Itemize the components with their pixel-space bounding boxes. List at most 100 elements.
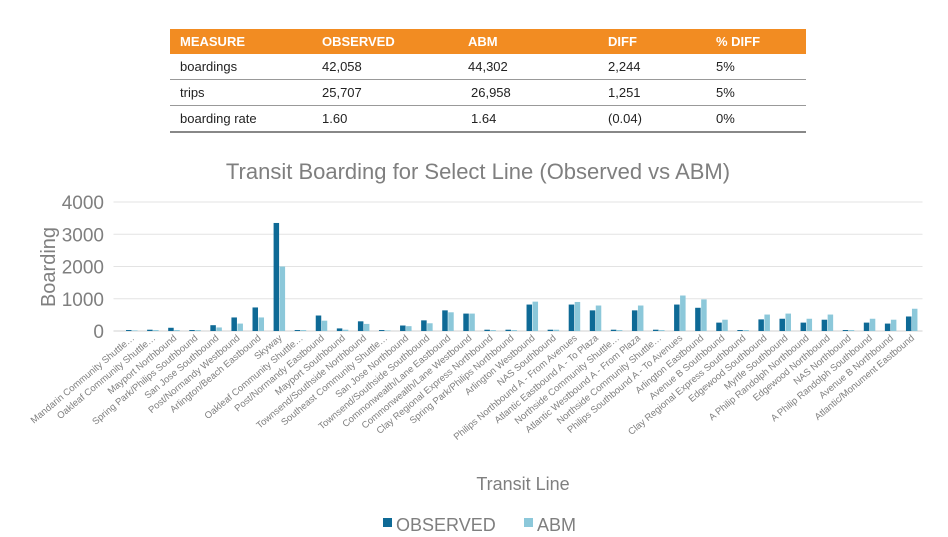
cell: trips <box>170 79 312 106</box>
bar-observed <box>463 313 469 331</box>
bar-abm <box>701 299 707 331</box>
bar-observed <box>547 329 554 331</box>
bar-abm <box>237 323 243 331</box>
bar-abm <box>764 314 770 331</box>
bar-abm <box>490 330 496 331</box>
y-tick-label: 1000 <box>62 290 104 311</box>
bar-observed <box>484 329 490 331</box>
bar-observed <box>821 319 828 331</box>
bar-observed <box>716 322 722 331</box>
bar-observed <box>884 323 891 331</box>
bar-observed <box>336 328 343 331</box>
bar-observed <box>653 329 659 331</box>
bar-abm <box>595 305 602 331</box>
bar-abm <box>174 330 180 331</box>
bar-observed <box>842 330 849 331</box>
bar-abm <box>574 301 581 331</box>
header-cell: ABM <box>458 29 598 54</box>
bar-abm <box>890 319 897 331</box>
boarding-chart: Transit Boarding for Select Line (Observ… <box>29 159 923 535</box>
bar-abm <box>785 313 791 331</box>
bar-abm <box>448 312 454 331</box>
cell: 1.60 <box>312 105 458 133</box>
cell: 26,958 <box>458 79 598 106</box>
bar-observed <box>905 316 912 331</box>
bar-observed <box>442 310 448 331</box>
bar-abm <box>279 266 286 331</box>
cell: 5% <box>706 54 806 80</box>
bar-abm <box>511 330 517 331</box>
bar-observed <box>526 304 533 331</box>
table-row: boarding rate 1.60 1.64 (0.04) 0% <box>170 105 806 133</box>
legend-swatch-observed <box>383 518 392 527</box>
bar-observed <box>147 329 153 331</box>
bar-abm <box>363 323 370 331</box>
bar-abm <box>427 323 433 331</box>
legend: OBSERVED ABM <box>383 515 576 535</box>
bar-observed <box>400 325 406 331</box>
x-axis-title: Transit Line <box>476 474 569 494</box>
bar-abm <box>869 318 876 331</box>
bar-abm <box>848 330 855 331</box>
legend-label-abm: ABM <box>537 515 576 535</box>
cell: 44,302 <box>458 54 598 80</box>
bar-abm <box>153 330 159 331</box>
bar-observed <box>168 327 174 331</box>
bar-observed <box>252 307 259 331</box>
bar-abm <box>406 326 412 331</box>
bar-abm <box>659 330 665 331</box>
cell: 25,707 <box>312 79 458 106</box>
bar-observed <box>800 322 807 331</box>
bar-observed <box>273 222 280 331</box>
cell: 2,244 <box>598 54 706 80</box>
y-tick-label: 4000 <box>62 193 104 214</box>
bar-observed <box>758 319 764 331</box>
bar-abm <box>195 330 201 331</box>
bar-abm <box>384 330 391 331</box>
table-row: boardings 42,058 44,302 2,244 5% <box>170 54 806 80</box>
bar-observed <box>631 310 638 331</box>
y-axis-title: Boarding <box>38 227 60 307</box>
bar-observed <box>210 325 216 331</box>
bar-abm <box>680 295 686 331</box>
summary-table: MEASURE OBSERVED ABM DIFF % DIFF boardin… <box>170 29 806 133</box>
bar-observed <box>568 304 575 331</box>
cell: 1,251 <box>598 79 706 106</box>
header-cell: MEASURE <box>170 29 312 54</box>
header-cell: % DIFF <box>706 29 806 54</box>
legend-label-observed: OBSERVED <box>396 515 496 535</box>
bar-abm <box>616 330 623 331</box>
bar-abm <box>743 330 749 331</box>
chart-title: Transit Boarding for Select Line (Observ… <box>226 159 730 184</box>
header-cell: DIFF <box>598 29 706 54</box>
bar-abm <box>321 320 328 331</box>
bar-abm <box>258 317 265 331</box>
cell: (0.04) <box>598 105 706 133</box>
cell: boarding rate <box>170 105 312 133</box>
bar-abm <box>132 330 138 331</box>
bar-abm <box>469 313 475 331</box>
bar-observed <box>357 321 364 331</box>
bar-observed <box>189 330 195 331</box>
bar-observed <box>779 318 785 331</box>
cell: 42,058 <box>312 54 458 80</box>
bar-abm <box>806 318 813 331</box>
table-row: trips 25,707 26,958 1,251 5% <box>170 79 806 106</box>
bar-abm <box>553 329 560 331</box>
bar-observed <box>315 315 322 331</box>
bar-observed <box>674 304 680 331</box>
header-cell: OBSERVED <box>312 29 458 54</box>
bar-abm <box>216 327 222 331</box>
cell: 1.64 <box>458 105 598 133</box>
bar-abm <box>300 330 307 331</box>
bar-abm <box>722 319 728 331</box>
cell: 5% <box>706 79 806 106</box>
bar-observed <box>589 310 596 331</box>
legend-swatch-abm <box>524 518 533 527</box>
y-tick-label: 2000 <box>62 258 104 279</box>
bar-observed <box>421 320 427 331</box>
bar-observed <box>505 329 511 331</box>
bar-observed <box>863 322 870 331</box>
bar-abm <box>911 308 918 331</box>
bar-observed <box>231 317 237 331</box>
